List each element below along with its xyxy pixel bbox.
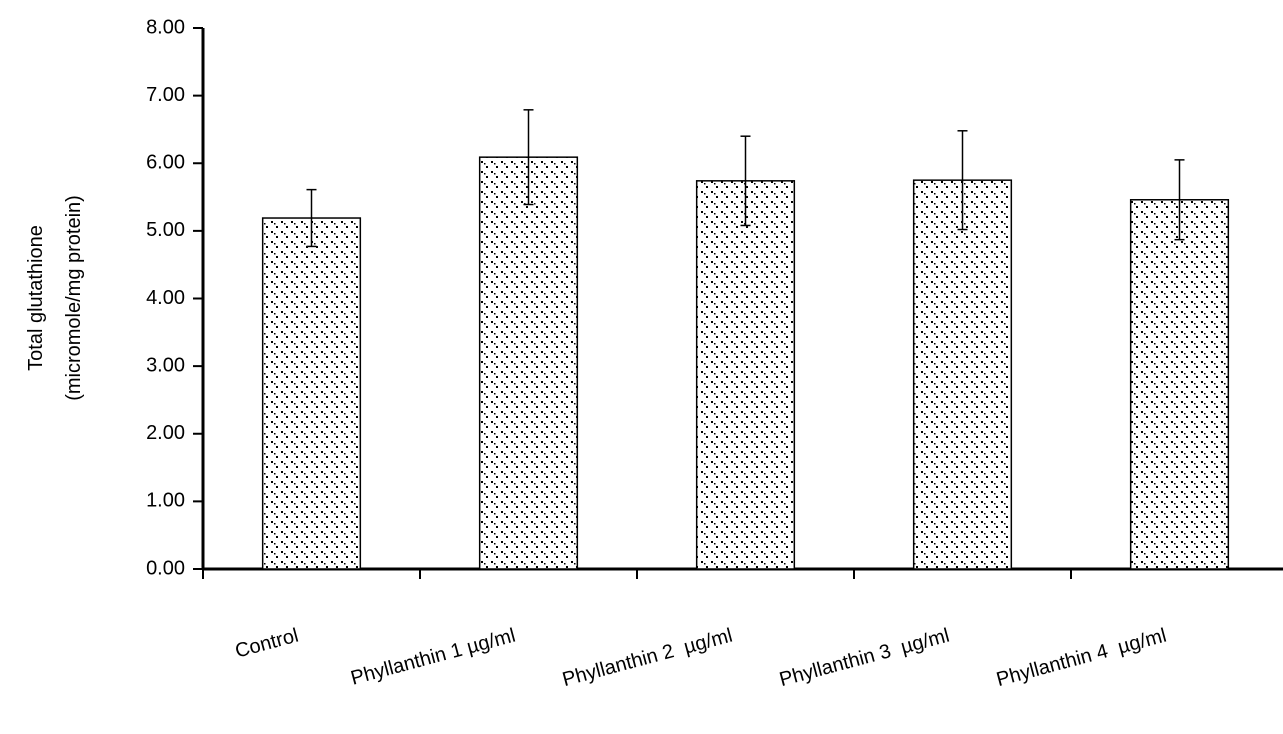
x-tick-label: Phyllanthin 1 µg/ml (348, 625, 517, 690)
x-tick-label: Phyllanthin 2 µg/ml (560, 625, 735, 692)
bar (478, 156, 579, 570)
y-tick-label: 7.00 (146, 84, 185, 106)
y-tick-label: 8.00 (146, 16, 185, 38)
x-tick-label: Phyllanthin 4 µg/ml (994, 625, 1169, 692)
bar (1129, 199, 1230, 570)
y-tick-label: 5.00 (146, 219, 185, 241)
x-tick-label: Control (233, 625, 301, 663)
y-tick-label: 6.00 (146, 152, 185, 174)
y-tick-label: 3.00 (146, 354, 185, 376)
y-axis-title: (micromole/mg protein) (63, 195, 85, 401)
x-tick-label: Phyllanthin 3 µg/ml (777, 625, 952, 692)
y-tick-label: 0.00 (146, 557, 185, 579)
y-tick-label: 2.00 (146, 422, 185, 444)
y-tick-label: 1.00 (146, 490, 185, 512)
bar (261, 217, 362, 570)
bar (912, 179, 1013, 570)
bar (695, 180, 796, 570)
y-tick-label: 4.00 (146, 287, 185, 309)
y-axis-title: Total glutathione (25, 225, 47, 371)
